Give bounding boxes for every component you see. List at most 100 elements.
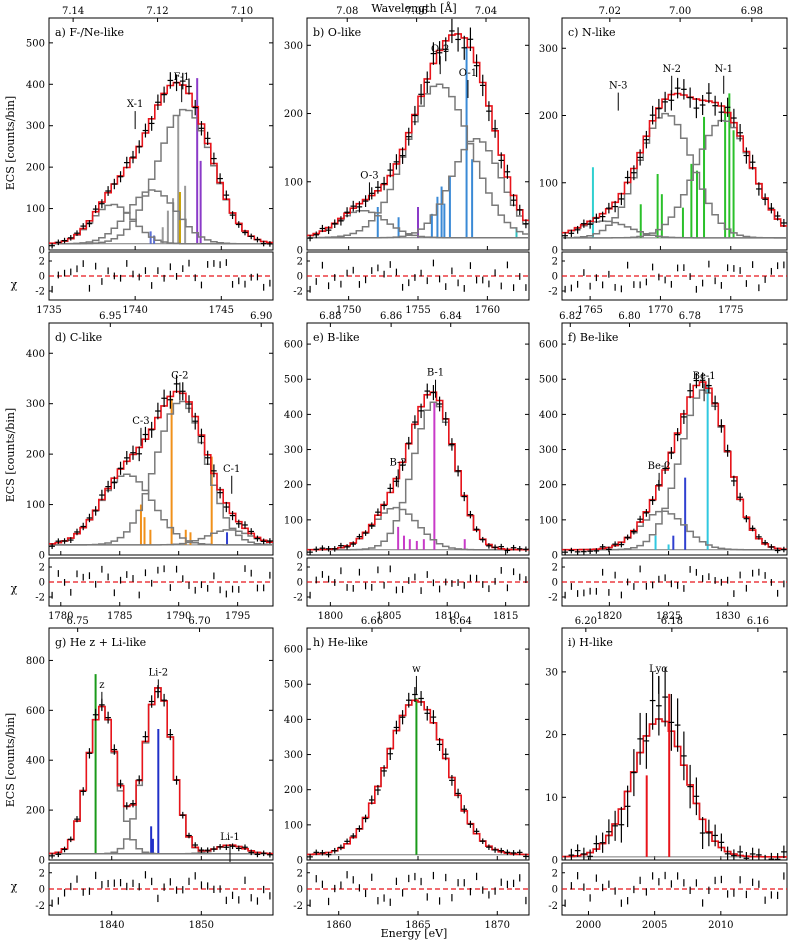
line-annotation: C-2 [171, 370, 188, 381]
chi-tick-label: -2 [35, 593, 45, 604]
plot-area [307, 687, 529, 860]
y-tick-label: 500 [284, 680, 303, 691]
x-tick-label: 1785 [107, 611, 132, 622]
wavelength-tick-label: 7.02 [599, 6, 621, 17]
panel-label: d) C-like [55, 331, 102, 344]
wavelength-tick-label: 7.14 [62, 6, 84, 17]
component-model [49, 400, 273, 546]
y-tick-label: 100 [26, 204, 45, 215]
line-annotation: Li-1 [220, 832, 240, 843]
y-tick-label: 300 [26, 399, 45, 410]
x-tick-label: 1735 [36, 305, 61, 316]
y-tick-label: 600 [539, 340, 558, 351]
x-tick-label: 1860 [326, 920, 351, 931]
x-tick-label: 1825 [656, 611, 681, 622]
component-model [49, 189, 273, 245]
chi-tick-label: 2 [297, 257, 303, 268]
main-frame [48, 627, 274, 861]
line-annotation: Lyα [649, 664, 668, 675]
y-tick-label: 0 [552, 246, 558, 257]
chi-tick-label: 0 [297, 885, 303, 896]
x-tick-label: 1800 [318, 611, 343, 622]
x-tick-label: 1770 [648, 305, 673, 316]
x-tick-label: 2005 [642, 920, 667, 931]
y-tick-label: 100 [539, 515, 558, 526]
main-frame [561, 17, 788, 251]
chi-tick-label: 2 [552, 257, 558, 268]
chi-tick-label: 2 [39, 563, 45, 574]
y-tick-label: 200 [26, 806, 45, 817]
y-tick-label: 400 [284, 410, 303, 421]
component-model [49, 687, 273, 855]
y-tick-label: 30 [545, 667, 558, 678]
wavelength-tick-label: 7.04 [475, 6, 497, 17]
panel-6: 0 100 200 300 400 500 600 1820 1825 1830 6.82 6.80 6… [539, 311, 788, 622]
line-annotation: N-2 [662, 64, 681, 75]
plot-area [562, 667, 787, 860]
component-model [307, 506, 529, 551]
y-tick-label: 400 [26, 349, 45, 360]
x-tick-label: 1745 [209, 305, 234, 316]
panel-label: c) N-like [568, 26, 616, 39]
component-model [307, 138, 529, 239]
x-tick-label: 2010 [708, 920, 733, 931]
chi-tick-label: 0 [552, 885, 558, 896]
wavelength-tick-label: 6.75 [67, 616, 89, 627]
wavelength-tick-label: 6.95 [99, 311, 121, 322]
wavelength-tick-label: 7.00 [669, 6, 691, 17]
y-tick-label: 200 [539, 480, 558, 491]
plot-area [49, 674, 273, 859]
y-tick-label: 0 [39, 246, 45, 257]
y-tick-label: 600 [284, 645, 303, 656]
y-tick-label: 200 [284, 785, 303, 796]
wavelength-tick-label: 7.08 [336, 6, 358, 17]
y-tick-label: 400 [284, 715, 303, 726]
main-frame [561, 627, 788, 861]
y-tick-label: 500 [284, 375, 303, 386]
chi-tick-label: 2 [552, 868, 558, 879]
main-frame [306, 322, 530, 556]
chi-label-row-1: χ [11, 278, 18, 291]
chi-tick-label: 2 [297, 868, 303, 879]
y-tick-label: 10 [545, 793, 558, 804]
main-frame [561, 322, 788, 556]
line-annotation: C-1 [223, 464, 240, 475]
chi-tick-label: 2 [297, 563, 303, 574]
x-tick-label: 1790 [166, 611, 191, 622]
chi-tick-label: -2 [293, 901, 303, 912]
ecs-label-row-1: ECS [counts/bin] [4, 96, 17, 190]
line-annotation: Be-1 [693, 371, 716, 382]
wavelength-tick-label: 6.84 [440, 311, 462, 322]
panel-8: 0 100 200 300 400 500 600 1860 1865 1870 6.66 6.64 2… [284, 616, 530, 931]
plot-area [307, 383, 529, 555]
wavelength-tick-label: 6.16 [747, 616, 769, 627]
ecs-label-row-2: ECS [counts/bin] [4, 408, 17, 502]
line-annotation: F-1 [174, 72, 190, 83]
x-tick-label: 1865 [405, 920, 430, 931]
x-tick-label: 1755 [405, 305, 430, 316]
plot-area [562, 372, 787, 555]
ecs-label-row-3: ECS [counts/bin] [4, 713, 17, 807]
main-frame [48, 17, 274, 251]
main-frame [306, 627, 530, 861]
y-tick-label: 400 [26, 80, 45, 91]
x-tick-label: 1820 [597, 611, 622, 622]
wavelength-tick-label: 7.06 [405, 6, 427, 17]
plot-area [562, 77, 787, 240]
y-tick-label: 0 [552, 551, 558, 562]
x-tick-label: 2000 [576, 920, 601, 931]
y-tick-label: 0 [297, 246, 303, 257]
total-model [562, 718, 787, 858]
component-model [562, 220, 787, 239]
line-annotation: B-2 [389, 457, 406, 468]
chi-tick-label: 0 [297, 272, 303, 283]
chi-label-row-3: χ [11, 880, 18, 893]
x-tick-label: 1780 [48, 611, 73, 622]
component-model [49, 529, 273, 546]
panel-label: f) Be-like [568, 331, 618, 344]
y-tick-label: 100 [284, 820, 303, 831]
y-tick-label: 20 [545, 730, 558, 741]
y-tick-label: 100 [539, 178, 558, 189]
